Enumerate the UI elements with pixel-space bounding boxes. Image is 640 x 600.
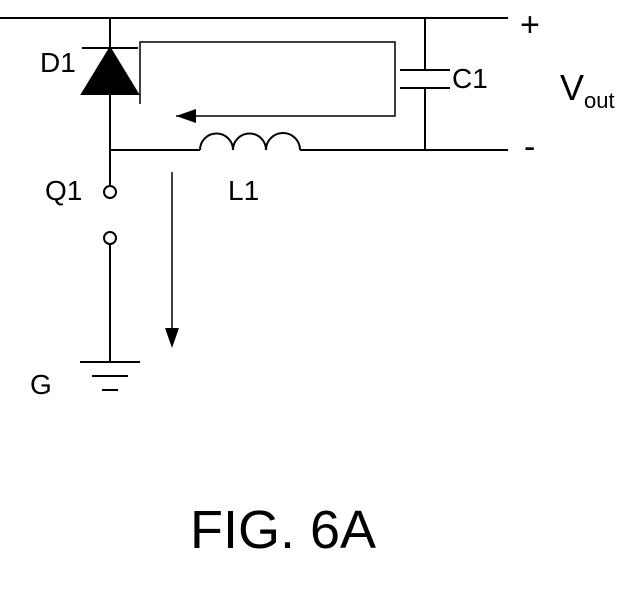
down-arrow-head [165,328,179,348]
plus-label: + [520,6,540,44]
vout-label: Vout [560,67,615,113]
minus-label: - [524,128,535,166]
d1-triangle [82,48,138,94]
q1-contact-top [104,186,116,198]
l1-inductor [200,133,300,150]
circuit-diagram: D1 C1 Q1 L1 G + - Vout FIG. 6A [0,0,640,600]
l1-label: L1 [228,175,259,206]
figure-title: FIG. 6A [190,500,376,560]
loop-arrow-head [176,109,196,123]
q1-label: Q1 [45,175,82,206]
loop-arrow-path [140,42,395,116]
c1-label: C1 [452,63,488,94]
q1-contact-bottom [104,232,116,244]
d1-label: D1 [40,47,76,78]
g-label: G [30,369,52,400]
